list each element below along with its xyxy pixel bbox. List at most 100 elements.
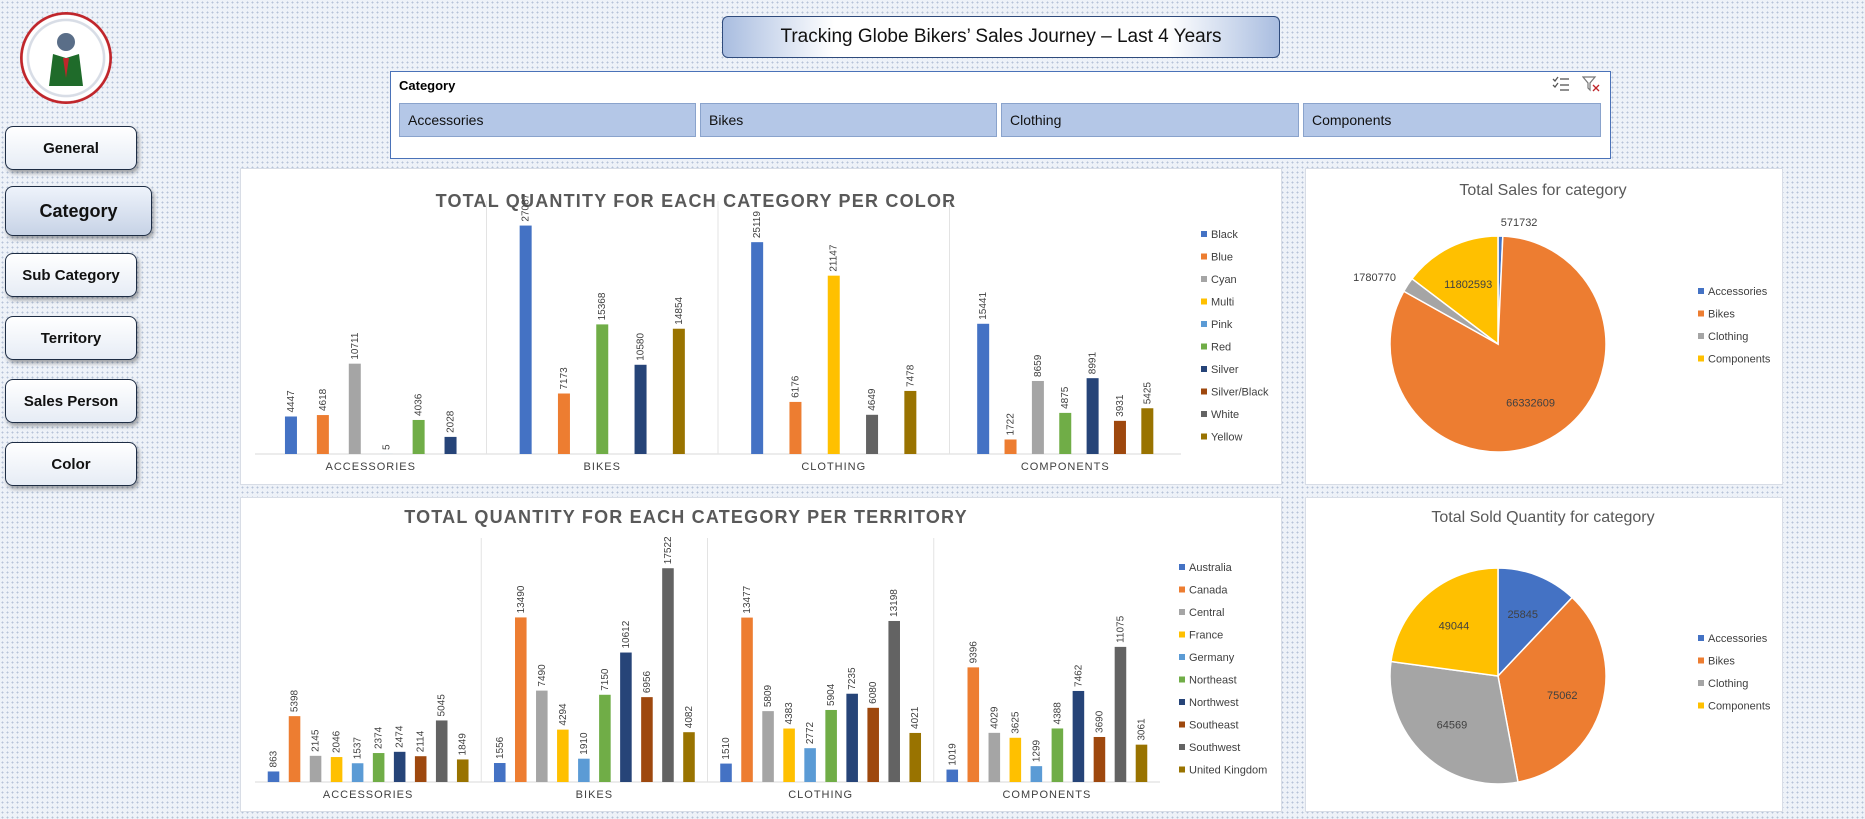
data-label: 5425	[1142, 382, 1153, 405]
territory-bar-chart: TOTAL QUANTITY FOR EACH CATEGORY PER TER…	[255, 507, 1267, 801]
bar-accessories-france	[330, 757, 343, 782]
bar-clothing-multi	[827, 275, 840, 454]
data-label: 4036	[414, 393, 425, 416]
bar-bikes-yellow	[672, 328, 685, 454]
data-label: 1537	[353, 737, 364, 760]
bar-components-silver-black	[1113, 420, 1126, 454]
bar-bikes-germany	[578, 758, 590, 782]
data-label: 17522	[663, 536, 674, 564]
data-label: 4029	[989, 706, 1000, 729]
data-label: 5809	[763, 684, 774, 707]
bar-components-blue	[1004, 439, 1017, 454]
category-tick-label: COMPONENTS	[1021, 461, 1110, 473]
legend-swatch-bikes	[1698, 657, 1704, 664]
data-label: 1510	[721, 737, 732, 760]
bar-clothing-france	[783, 728, 795, 782]
legend-swatch-components	[1698, 355, 1704, 362]
category-tick-label: CLOTHING	[788, 789, 853, 801]
bar-clothing-united-kingdom	[909, 732, 922, 782]
nav-button-sub-category[interactable]: Sub Category	[5, 253, 137, 297]
bar-components-southeast	[1093, 736, 1106, 782]
legend-swatch-white	[1201, 411, 1207, 417]
bar-components-yellow	[1141, 408, 1154, 454]
clear-filter-icon[interactable]	[1582, 76, 1600, 92]
slicer-item-clothing[interactable]: Clothing	[1001, 103, 1299, 137]
bar-accessories-cyan	[348, 363, 361, 454]
legend-swatch-germany	[1179, 654, 1185, 660]
category-slicer: Category Accessories Bikes Clothing Comp…	[390, 71, 1611, 159]
multi-select-icon[interactable]	[1552, 76, 1570, 92]
bar-components-southwest	[1114, 646, 1127, 782]
data-label: 1299	[1031, 739, 1042, 762]
data-label: 14854	[674, 296, 685, 324]
legend-swatch-red	[1201, 343, 1207, 350]
bar-components-germany	[1030, 766, 1043, 782]
bar-bikes-blue	[557, 393, 570, 454]
dashboard-title: Tracking Globe Bikers’ Sales Journey – L…	[722, 16, 1280, 58]
data-label: 13477	[742, 585, 753, 613]
company-logo	[20, 12, 112, 104]
bar-accessories-silver	[444, 436, 457, 454]
legend-swatch-canada	[1179, 586, 1185, 593]
data-label: 7478	[905, 364, 916, 387]
data-label: 5904	[826, 683, 837, 706]
data-label: 6956	[642, 670, 653, 693]
category-tick-label: CLOTHING	[801, 461, 866, 473]
legend-swatch-cyan	[1201, 276, 1207, 282]
legend-label-accessories: Accessories	[1708, 633, 1768, 645]
color-bar-chart: TOTAL QUANTITY FOR EACH CATEGORY PER COL…	[255, 191, 1269, 473]
legend-label-pink: Pink	[1211, 319, 1233, 331]
data-label: 3690	[1094, 710, 1105, 733]
bar-accessories-central	[309, 755, 322, 782]
data-label: 21147	[829, 244, 840, 272]
bar-clothing-canada	[741, 617, 753, 782]
legend-swatch-clothing	[1698, 680, 1704, 686]
bar-bikes-northwest	[620, 652, 632, 782]
bar-accessories-southeast	[414, 756, 427, 782]
bar-components-northeast	[1051, 728, 1064, 782]
bar-components-red	[1059, 412, 1072, 454]
data-label: 7490	[537, 664, 548, 687]
data-label: 1849	[458, 733, 469, 756]
data-label: 10612	[621, 620, 632, 648]
bar-clothing-yellow	[904, 390, 917, 454]
legend-swatch-france	[1179, 631, 1185, 638]
legend-label-united-kingdom: United Kingdom	[1189, 765, 1267, 777]
data-label: 8991	[1088, 351, 1099, 374]
nav-button-sales-person[interactable]: Sales Person	[5, 379, 137, 423]
bar-clothing-australia	[720, 763, 732, 782]
slicer-item-accessories[interactable]: Accessories	[399, 103, 696, 137]
data-label: 10580	[636, 333, 647, 361]
bar-bikes-northeast	[599, 694, 611, 782]
legend-label-blue: Blue	[1211, 252, 1233, 264]
bar-bikes-france	[557, 729, 569, 782]
data-label: 11075	[1115, 615, 1126, 643]
pie-data-label: 49044	[1439, 621, 1470, 633]
data-label: 7462	[1073, 664, 1084, 687]
data-label: 4294	[558, 703, 569, 726]
chart-title: TOTAL QUANTITY FOR EACH CATEGORY PER TER…	[404, 507, 968, 527]
legend-label-southwest: Southwest	[1189, 742, 1240, 754]
slicer-item-components[interactable]: Components	[1303, 103, 1601, 137]
data-label: 2028	[446, 410, 457, 433]
legend-label-white: White	[1211, 409, 1239, 421]
category-tick-label: ACCESSORIES	[326, 461, 416, 473]
logo-figure-icon	[49, 33, 83, 86]
quantity-pie-chart: Total Sold Quantity for category 25845 750…	[1389, 509, 1771, 785]
nav-button-color[interactable]: Color	[5, 442, 137, 486]
bar-bikes-central	[536, 690, 548, 782]
legend-label-australia: Australia	[1189, 562, 1233, 574]
legend-label-silver-black: Silver/Black	[1211, 387, 1269, 399]
bar-bikes-canada	[515, 617, 527, 782]
slicer-item-bikes[interactable]: Bikes	[700, 103, 997, 137]
nav-button-territory[interactable]: Territory	[5, 316, 137, 360]
nav-button-category[interactable]: Category	[5, 186, 152, 236]
bar-accessories-united-kingdom	[456, 759, 469, 782]
legend-swatch-blue	[1201, 253, 1207, 260]
nav-button-general[interactable]: General	[5, 126, 137, 170]
bar-bikes-silver	[634, 364, 647, 454]
bar-accessories-northeast	[372, 753, 385, 782]
data-label: 3931	[1115, 394, 1126, 417]
category-tick-label: BIKES	[576, 789, 613, 801]
bar-components-cyan	[1031, 380, 1044, 454]
